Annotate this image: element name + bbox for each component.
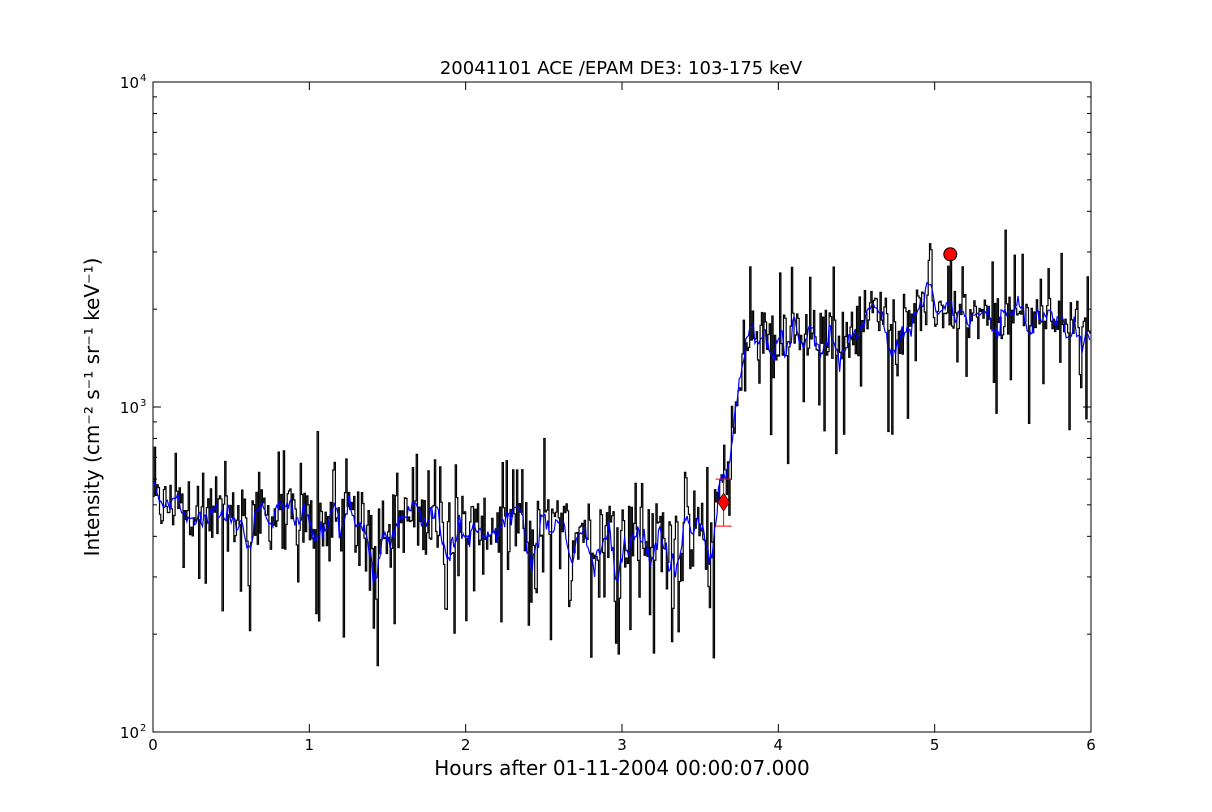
y-tick-label: 10 [120, 74, 139, 92]
plot-area [152, 81, 1092, 733]
series-smoothed-line [153, 281, 1091, 585]
plot-frame [152, 81, 1092, 733]
chart-title: 20041101 ACE /EPAM DE3: 103-175 keV [440, 58, 803, 79]
y-axis-label: Intensity (cm⁻² s⁻¹ sr⁻¹ keV⁻¹) [80, 258, 104, 557]
x-tick-label: 1 [305, 736, 315, 754]
y-tick-exponent: 2 [140, 723, 146, 734]
peak-circle-marker [943, 247, 958, 262]
y-tick-label: 10 [120, 724, 139, 742]
y-tick-label: 10 [120, 399, 139, 417]
x-tick-label: 5 [930, 736, 940, 754]
x-tick-label: 3 [617, 736, 627, 754]
x-tick-label: 2 [461, 736, 471, 754]
y-tick-exponent: 3 [140, 398, 146, 409]
x-axis-label: Hours after 01-11-2004 00:00:07.000 [434, 756, 810, 780]
x-tick-label: 4 [774, 736, 784, 754]
series-raw-line [153, 229, 1091, 667]
x-tick-label: 6 [1086, 736, 1096, 754]
onset-diamond-marker [717, 492, 730, 512]
y-tick-exponent: 4 [140, 73, 146, 84]
x-axis: 0 1 2 3 4 5 6 [148, 82, 1096, 754]
x-tick-label: 0 [148, 736, 158, 754]
